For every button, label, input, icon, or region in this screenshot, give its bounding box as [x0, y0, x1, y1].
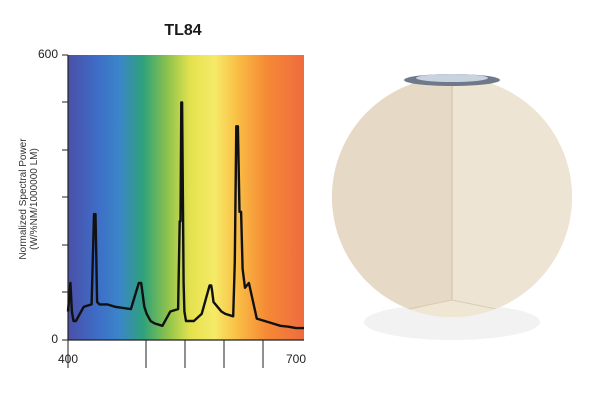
y-axis-label: Normalized Spectral Power (W/%NM/1000000… — [18, 114, 40, 284]
spectrum-background — [68, 55, 304, 340]
y-axis-label-line1: Normalized Spectral Power — [18, 138, 29, 260]
y-tick-label-top: 600 — [37, 47, 58, 61]
chart-title: TL84 — [164, 22, 202, 39]
x-tick-label-right: 700 — [285, 352, 307, 366]
y-ticks — [62, 54, 68, 341]
y-axis-label-line2: (W/%NM/1000000 LM) — [29, 148, 40, 250]
ceiling-lamp-icon — [404, 74, 500, 86]
room-corner-photo — [332, 74, 572, 340]
x-tick-label-left: 400 — [57, 352, 79, 366]
spectrum-series-line — [66, 101, 304, 330]
y-tick-label-bottom: 0 — [51, 332, 58, 346]
x-ticks — [67, 340, 264, 368]
